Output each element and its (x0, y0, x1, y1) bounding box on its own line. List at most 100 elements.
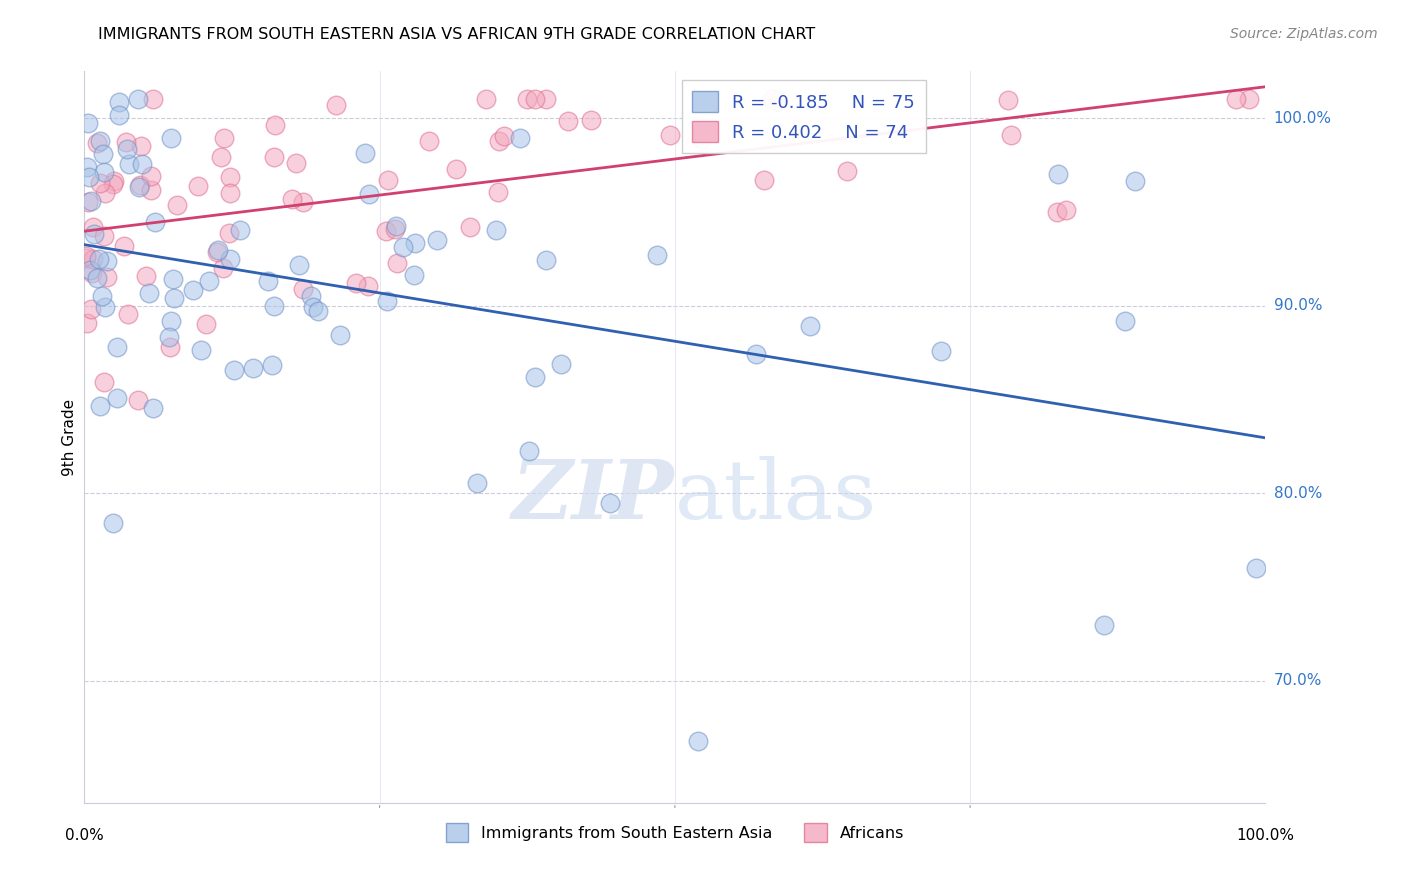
Point (263, 118, 285, 132)
Point (524, 93, 547, 107)
Point (131, 157, 153, 171)
Point (82, 252, 104, 266)
Point (404, 236, 426, 251)
Point (385, 256, 408, 270)
Point (645, 248, 668, 262)
Point (190, 343, 212, 358)
Point (426, 233, 449, 247)
Text: 100.0%: 100.0% (1236, 828, 1295, 843)
Point (1046, 167, 1069, 181)
Point (761, 93, 783, 107)
Point (112, 239, 135, 253)
Point (197, 274, 219, 288)
Text: Source: ZipAtlas.com: Source: ZipAtlas.com (1230, 27, 1378, 41)
Point (83, 227, 105, 242)
Point (89, 399, 111, 413)
Point (142, 93, 165, 107)
Point (257, 274, 280, 288)
Point (79, 263, 101, 277)
Point (91, 147, 114, 161)
Point (93, 165, 115, 179)
Point (242, 361, 264, 376)
Point (508, 131, 530, 145)
Point (82, 220, 104, 235)
Point (76, 116, 98, 130)
Point (127, 392, 149, 407)
Point (219, 170, 242, 185)
Point (142, 401, 165, 415)
Point (80, 194, 103, 209)
Point (139, 169, 162, 184)
Point (465, 475, 488, 490)
Point (166, 198, 188, 212)
Point (659, 128, 682, 142)
Point (799, 318, 821, 333)
Point (218, 252, 240, 267)
Y-axis label: 9th Grade: 9th Grade (62, 399, 77, 475)
Point (517, 443, 540, 458)
Point (745, 347, 768, 361)
Point (91, 289, 114, 303)
Point (287, 259, 309, 273)
Point (444, 161, 467, 176)
Point (89, 134, 111, 148)
Text: 0.0%: 0.0% (65, 828, 104, 843)
Point (384, 222, 406, 236)
Point (281, 192, 304, 206)
Point (550, 358, 572, 372)
Point (77, 169, 100, 184)
Point (485, 223, 508, 237)
Point (107, 95, 129, 110)
Point (138, 286, 160, 301)
Point (76, 316, 98, 330)
Point (157, 330, 180, 344)
Point (118, 157, 141, 171)
Point (86, 271, 108, 285)
Point (377, 173, 399, 187)
Point (581, 113, 603, 128)
Point (418, 134, 440, 148)
Point (128, 180, 150, 194)
Point (357, 186, 380, 201)
Point (117, 307, 139, 321)
Text: 100.0%: 100.0% (1274, 111, 1331, 126)
Point (76, 160, 98, 174)
Point (354, 145, 377, 160)
Point (291, 282, 314, 296)
Point (1045, 205, 1067, 219)
Text: atlas: atlas (675, 456, 877, 535)
Point (263, 150, 285, 164)
Point (162, 272, 184, 286)
Point (460, 219, 482, 234)
Point (159, 340, 181, 354)
Point (516, 93, 538, 107)
Point (214, 131, 236, 145)
Point (534, 253, 557, 268)
Point (101, 516, 124, 530)
Point (291, 195, 314, 210)
Point (93, 375, 115, 389)
Point (229, 223, 252, 237)
Point (115, 136, 138, 150)
Point (86, 136, 108, 151)
Point (160, 130, 183, 145)
Point (692, 132, 714, 146)
Point (385, 219, 408, 234)
Point (1054, 203, 1077, 218)
Point (392, 240, 415, 254)
Point (486, 185, 509, 199)
Point (75, 249, 97, 263)
Point (163, 291, 186, 305)
Point (80, 301, 103, 316)
Point (187, 179, 209, 194)
Point (931, 344, 953, 359)
Point (94, 186, 117, 201)
Point (207, 243, 229, 257)
Point (117, 142, 139, 156)
Point (93, 229, 115, 244)
Point (754, 173, 776, 187)
Point (129, 139, 152, 153)
Point (96, 253, 118, 268)
Point (375, 293, 398, 308)
Text: IMMIGRANTS FROM SOUTH EASTERN ASIA VS AFRICAN 9TH GRADE CORRELATION CHART: IMMIGRANTS FROM SOUTH EASTERN ASIA VS AF… (98, 27, 815, 42)
